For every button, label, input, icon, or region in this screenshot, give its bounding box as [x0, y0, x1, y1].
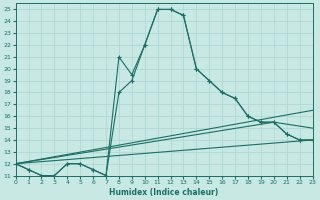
X-axis label: Humidex (Indice chaleur): Humidex (Indice chaleur)	[109, 188, 219, 197]
